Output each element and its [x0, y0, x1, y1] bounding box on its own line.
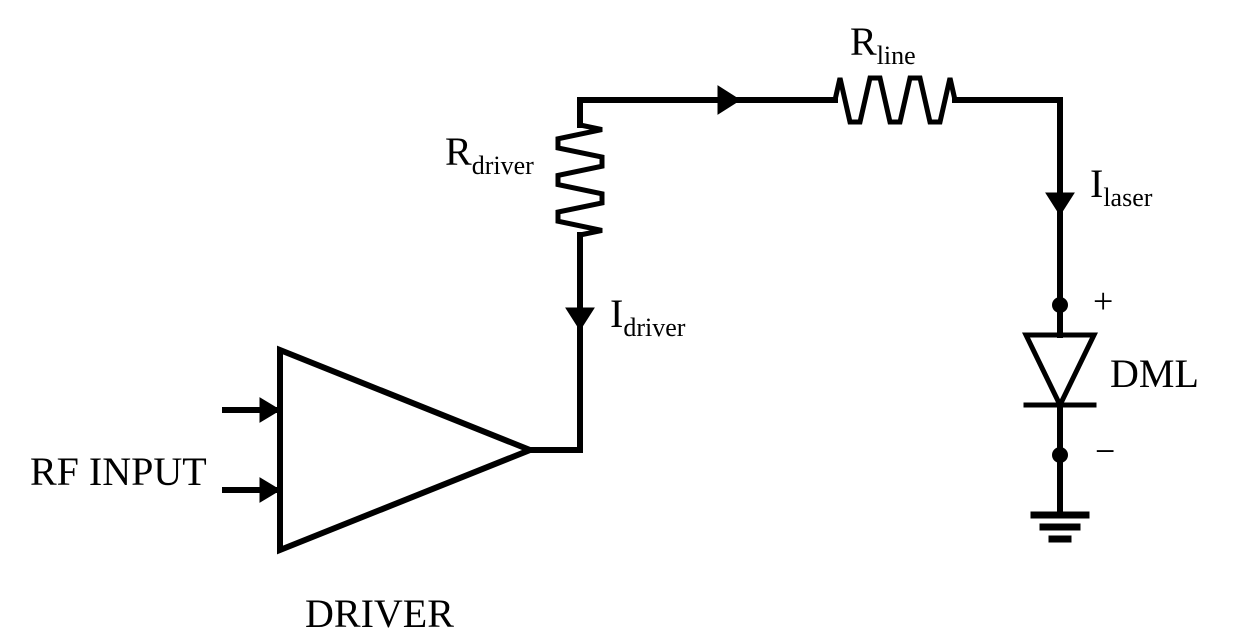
label-dml: DML [1110, 350, 1199, 397]
label-plus: + [1093, 280, 1113, 322]
label-r-driver: Rdriver [445, 128, 534, 181]
label-rf-input: RF INPUT [30, 448, 207, 495]
label-i-driver: Idriver [610, 290, 685, 343]
label-driver: DRIVER [305, 590, 454, 637]
label-r-line: Rline [850, 18, 916, 71]
label-minus: − [1095, 430, 1115, 472]
label-i-laser: Ilaser [1090, 160, 1152, 213]
